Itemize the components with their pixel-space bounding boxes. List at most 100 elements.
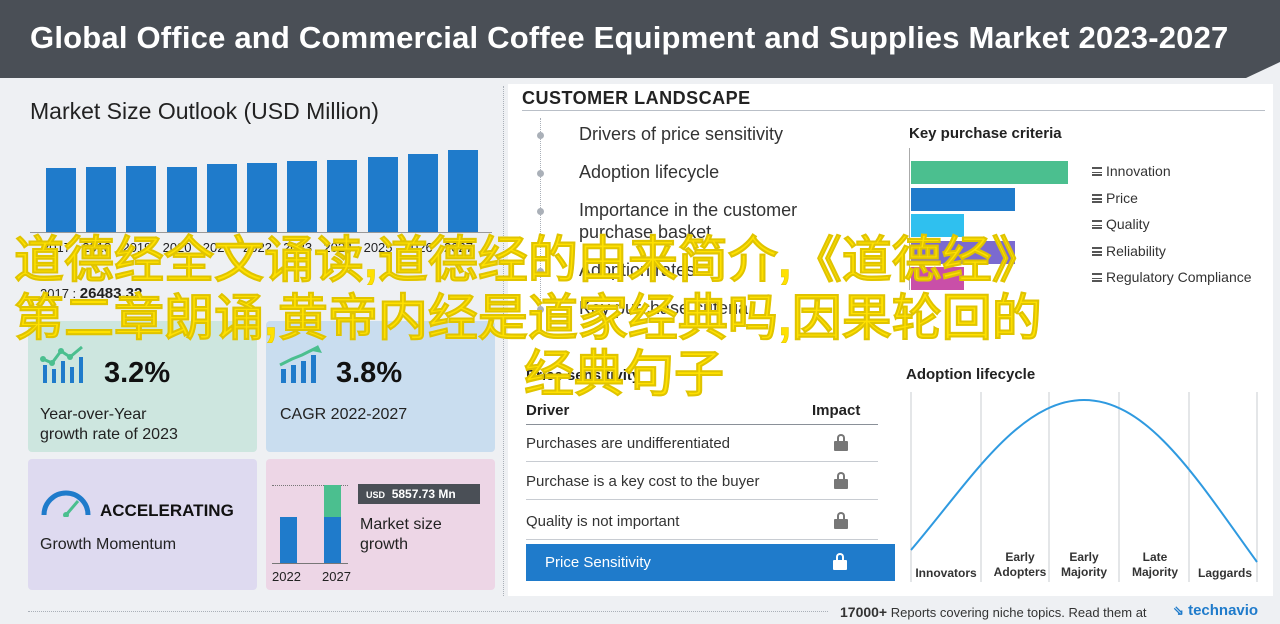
market-bar [287,161,318,232]
header-banner: Global Office and Commercial Coffee Equi… [0,0,1280,78]
kpc-bar [911,161,1068,184]
yoy-label-line1: Year-over-Year [40,406,147,423]
market-bar [86,167,117,232]
momentum-label: Growth Momentum [40,536,177,553]
market-bar [126,166,157,232]
speedometer-icon [41,490,91,517]
base-year-value: 2017 : 26483.32 [40,285,142,302]
momentum-card: ACCELERATING Growth Momentum [28,459,257,590]
bar-year-label: 2018 [82,240,112,255]
overlay-text-line2: 第二章朗诵,黄帝内经是道家经典吗,因果轮回的 [14,290,1042,347]
bar-year-label: 2019 [122,240,152,255]
growth-value-badge: USD 5857.73 Mn [358,484,480,504]
cagr-label: CAGR 2022-2027 [280,406,408,423]
footer-rule [28,611,828,612]
cagr-card: 3.8% CAGR 2022-2027 [266,321,495,452]
market-bar [166,167,197,232]
kpc-axis [909,148,910,290]
bar-year-label: 2025 [363,240,393,255]
footer-text: 17000+ Reports covering niche topics. Re… [840,604,1147,620]
kpc-bar [911,267,965,290]
footer-description: Reports covering niche topics. Read them… [890,605,1147,620]
brand-mark-icon: ⇘ [1173,603,1184,618]
list-icon [1092,193,1102,203]
market-bar [206,163,237,232]
price-sensitivity-title: Price sensitivity [526,367,641,384]
row-driver-text: Purchases are undifferentiated [526,435,731,452]
market-outlook-title: Market Size Outlook (USD Million) [30,98,379,124]
list-icon [1092,220,1102,229]
momentum-title: ACCELERATING [100,501,234,520]
driver-bullet [537,306,544,313]
market-growth-card: 2022 2027 USD 5857.73 Mn Market size gro… [266,459,495,590]
market-bar [407,154,438,232]
page-title: Global Office and Commercial Coffee Equi… [30,20,1229,55]
market-bar [367,157,398,232]
header-corner-notch [1246,62,1280,78]
growth-year-start: 2022 [272,569,301,584]
growth-axis [272,563,348,564]
row-driver-text: Quality is not important [526,513,680,530]
adoption-stage-label: Early Majority [1060,550,1107,579]
market-bar [46,168,76,232]
kpc-label: Regulatory Compliance [1106,269,1252,285]
driver-bullet [537,208,544,215]
technavio-logo[interactable]: ⇘ technavio [1173,602,1258,619]
lock-icon [834,472,848,489]
kpc-label: Reliability [1106,242,1166,259]
growth-year-end: 2027 [322,569,351,584]
kpc-label: Quality [1106,216,1150,232]
customer-landscape-title: CUSTOMER LANDSCAPE [522,88,751,108]
col-driver-header: Driver [526,402,570,419]
yoy-label-line2: growth rate of 2023 [40,426,178,443]
lock-icon [834,512,848,529]
adoption-stage-label: Early Adopters [993,550,1047,579]
customer-landscape-panel [508,84,1273,596]
table-row: Quality is not important [526,503,878,540]
bar-year-label: 2023 [283,240,313,255]
market-bar [247,163,277,232]
growth-chart-icon [40,345,83,383]
adoption-lifecycle-title: Adoption lifecycle [906,366,1036,383]
adoption-stage-label: Laggards [1197,566,1252,580]
brand-name: technavio [1188,602,1259,619]
lock-icon [833,553,847,570]
driver-bullet [537,170,544,177]
bar-year-label: 2026 [403,240,433,255]
table-header-rule [526,424,878,425]
driver-item-importance-line1: Importance in the customer [579,200,798,220]
bar-year-label: 2020 [162,240,192,255]
panel-divider [503,86,504,596]
growth-bar-increment [324,485,341,517]
overlay-text-line3: 经典句子 [524,346,725,403]
growth-bar-2022 [280,517,297,563]
growth-dotted-line [272,485,348,486]
bar-year-label: 2027 [444,240,473,255]
growth-currency: USD [366,490,386,500]
adoption-lifecycle-chart [910,392,1258,582]
driver-bullet [537,268,544,275]
kpc-title: Key purchase criteria [909,125,1062,142]
adoption-stage-label: Innovators [915,566,977,580]
driver-bullet [537,132,544,139]
growth-bar-2027 [324,517,341,563]
lock-icon [834,434,848,451]
bar-year-label: 2022 [243,240,272,255]
row-driver-text: Purchase is a key cost to the buyer [526,473,760,490]
market-bar [448,150,478,232]
growth-value: 5857.73 Mn [391,487,456,501]
kpc-bar [911,240,1015,264]
growth-label-line2: growth [360,536,409,553]
driver-item-adoption-rates: Adoption rates [579,260,696,280]
bar-year-label: 2024 [323,240,353,255]
table-row-highlight: Price Sensitivity [526,544,895,581]
bar-chart-axis [30,232,492,233]
market-bar [327,159,358,232]
col-impact-header: Impact [812,402,861,419]
list-icon [1092,273,1102,282]
table-row: Purchase is a key cost to the buyer [526,463,878,500]
row-driver-text: Price Sensitivity [545,554,651,571]
growth-label-line1: Market size [360,516,442,533]
base-year-label: 2017 : [40,286,77,301]
table-row: Purchases are undifferentiated [526,425,878,462]
